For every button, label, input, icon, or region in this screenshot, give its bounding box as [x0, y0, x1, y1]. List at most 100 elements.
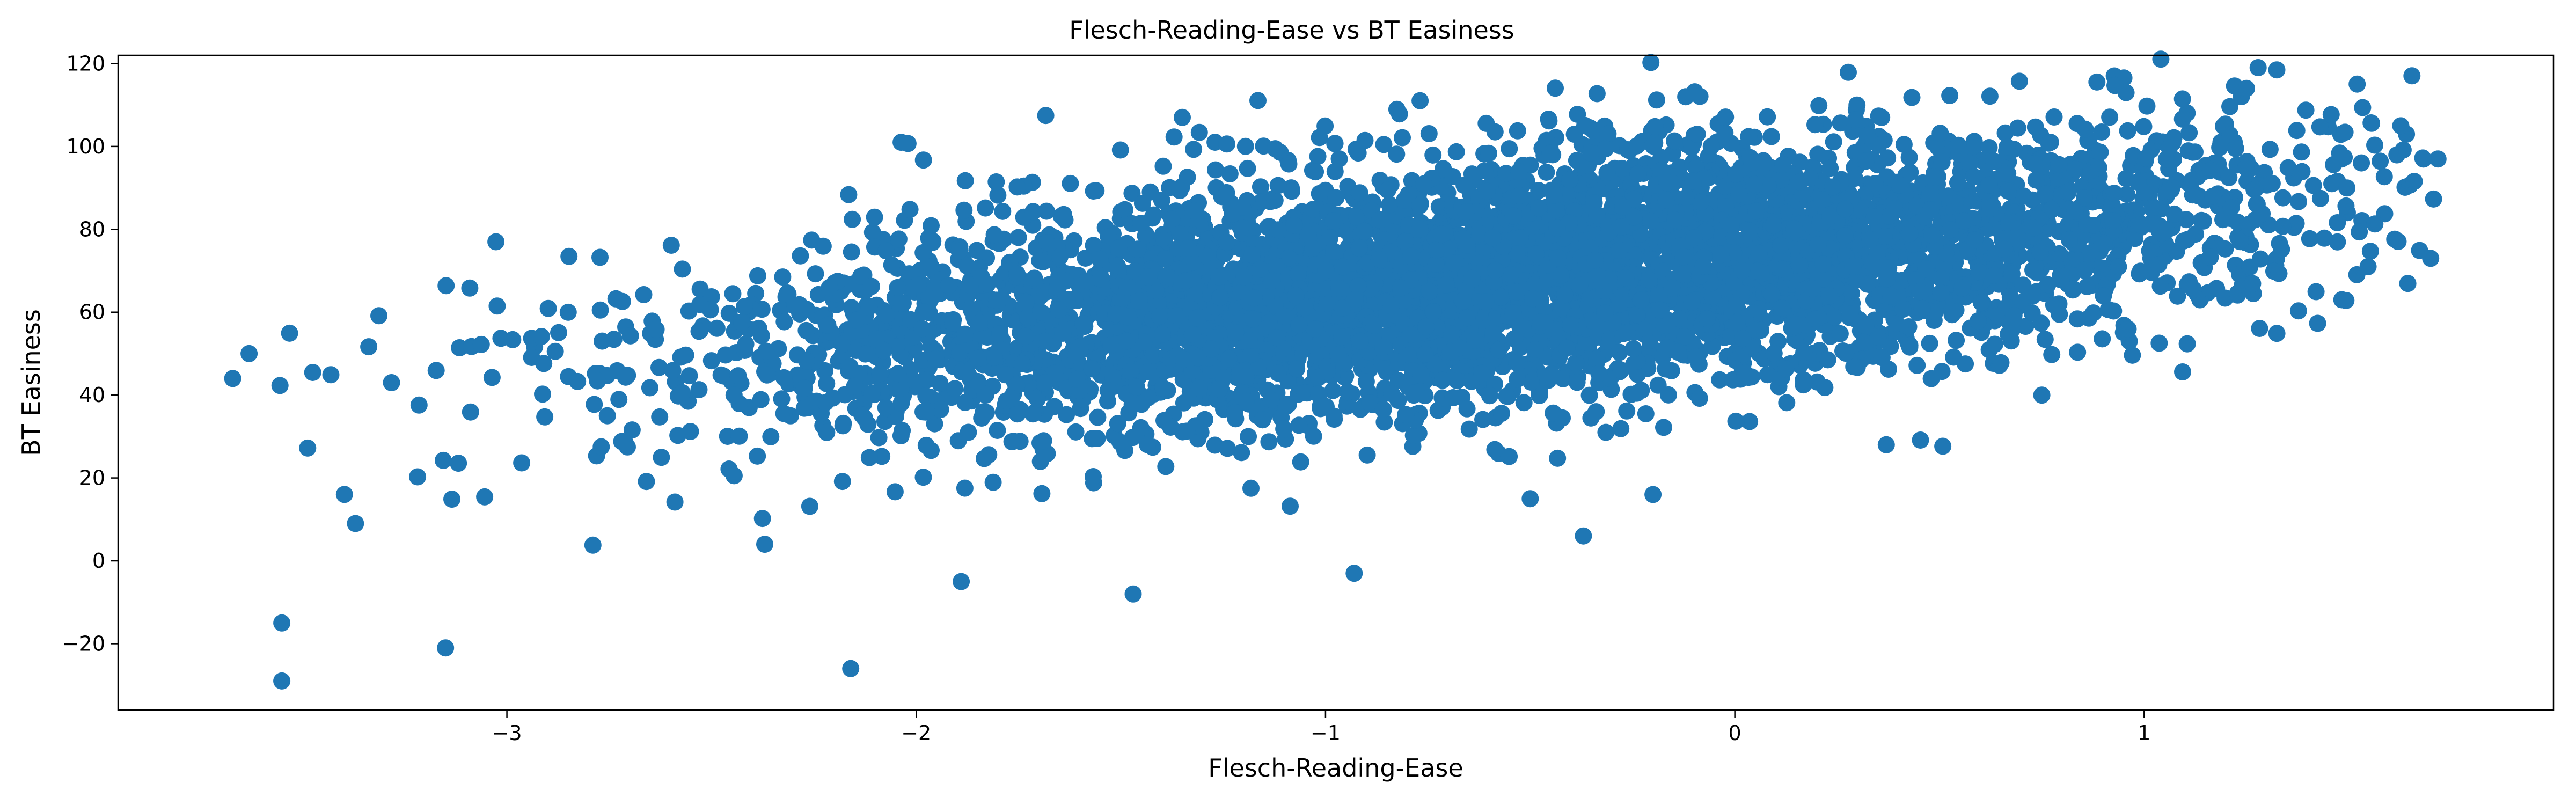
scatter-point	[1538, 164, 1555, 181]
scatter-point	[674, 384, 691, 401]
scatter-point	[1242, 479, 1260, 497]
scatter-point	[1036, 374, 1053, 392]
scatter-point	[1642, 213, 1659, 230]
scatter-point	[1901, 225, 1919, 243]
scatter-point	[1486, 441, 1504, 458]
scatter-point	[958, 257, 976, 275]
scatter-point	[1008, 265, 1026, 282]
scatter-point	[2231, 233, 2249, 251]
scatter-point	[878, 306, 895, 324]
scatter-point	[1694, 257, 1712, 275]
scatter-point	[2329, 233, 2346, 251]
scatter-point	[1435, 160, 1452, 178]
scatter-point	[2429, 150, 2447, 168]
scatter-point	[762, 428, 780, 445]
scatter-point	[1577, 333, 1595, 351]
scatter-point	[989, 186, 1007, 204]
scatter-point	[2025, 155, 2043, 172]
scatter-point	[1596, 304, 1614, 322]
scatter-point	[2289, 302, 2307, 320]
scatter-point	[2132, 216, 2149, 234]
scatter-point	[1326, 135, 1344, 152]
scatter-point	[1717, 108, 1735, 126]
scatter-point	[2084, 304, 2102, 322]
scatter-point	[664, 362, 682, 379]
scatter-point	[1242, 346, 1260, 363]
scatter-point	[641, 379, 658, 397]
scatter-point	[818, 375, 836, 392]
scatter-point	[1880, 361, 1897, 378]
scatter-point	[1501, 140, 1518, 158]
scatter-point	[987, 173, 1005, 191]
scatter-point	[1290, 416, 1308, 434]
scatter-point	[1980, 176, 1998, 194]
scatter-point	[2137, 149, 2155, 167]
scatter-point	[1099, 382, 1117, 399]
scatter-point	[2366, 136, 2383, 154]
scatter-point	[2017, 318, 2035, 335]
scatter-point	[1068, 370, 1086, 388]
scatter-point	[1547, 79, 1564, 97]
scatter-point	[1135, 333, 1153, 351]
scatter-point	[1128, 378, 1145, 396]
scatter-point	[976, 385, 994, 403]
scatter-point	[987, 291, 1005, 309]
scatter-point	[1498, 387, 1516, 405]
scatter-point	[1526, 341, 1544, 358]
scatter-point	[1054, 325, 1072, 342]
scatter-point	[877, 242, 895, 260]
scatter-point	[1880, 208, 1898, 225]
scatter-point	[613, 292, 631, 310]
scatter-point	[1067, 347, 1085, 364]
scatter-point	[534, 385, 551, 403]
scatter-point	[1703, 338, 1721, 355]
scatter-point	[1250, 358, 1268, 376]
scatter-point	[2178, 335, 2196, 353]
scatter-point	[1008, 178, 1026, 196]
scatter-point	[2096, 236, 2113, 253]
scatter-point	[1305, 427, 1322, 445]
scatter-point	[584, 536, 602, 554]
scatter-point	[1901, 336, 1919, 354]
scatter-point	[797, 352, 815, 370]
scatter-point	[360, 338, 378, 356]
scatter-point	[1688, 126, 1706, 143]
scatter-point	[1447, 143, 1465, 160]
scatter-point	[621, 327, 639, 345]
scatter-point	[733, 313, 751, 331]
scatter-point	[833, 335, 851, 353]
scatter-point	[2078, 278, 2096, 295]
scatter-point	[2361, 243, 2379, 260]
scatter-point	[926, 415, 943, 433]
scatter-point	[914, 351, 932, 369]
scatter-point	[1239, 159, 1256, 177]
scatter-point	[1832, 114, 1849, 132]
scatter-point	[955, 201, 973, 219]
scatter-point	[2027, 171, 2045, 189]
scatter-point	[2304, 177, 2322, 194]
data-points	[224, 50, 2447, 690]
scatter-point	[2366, 215, 2384, 233]
scatter-point	[472, 335, 490, 353]
scatter-point	[1234, 198, 1252, 216]
scatter-point	[1083, 360, 1101, 378]
scatter-point	[773, 390, 791, 408]
scatter-point	[1855, 333, 1873, 351]
scatter-point	[2150, 334, 2168, 352]
scatter-point	[1275, 420, 1293, 438]
scatter-point	[559, 303, 577, 321]
scatter-point	[2095, 287, 2112, 305]
scatter-point	[1632, 291, 1650, 309]
scatter-point	[1445, 254, 1462, 272]
scatter-point	[1319, 295, 1336, 312]
scatter-point	[1840, 63, 1857, 81]
scatter-point	[1031, 252, 1049, 269]
scatter-point	[956, 172, 974, 189]
scatter-point	[1172, 225, 1189, 243]
scatter-point	[1402, 247, 1419, 265]
scatter-point	[1036, 332, 1053, 350]
scatter-point	[752, 391, 770, 408]
scatter-point	[1789, 316, 1806, 334]
scatter-point	[1177, 272, 1195, 289]
scatter-point	[539, 299, 557, 317]
